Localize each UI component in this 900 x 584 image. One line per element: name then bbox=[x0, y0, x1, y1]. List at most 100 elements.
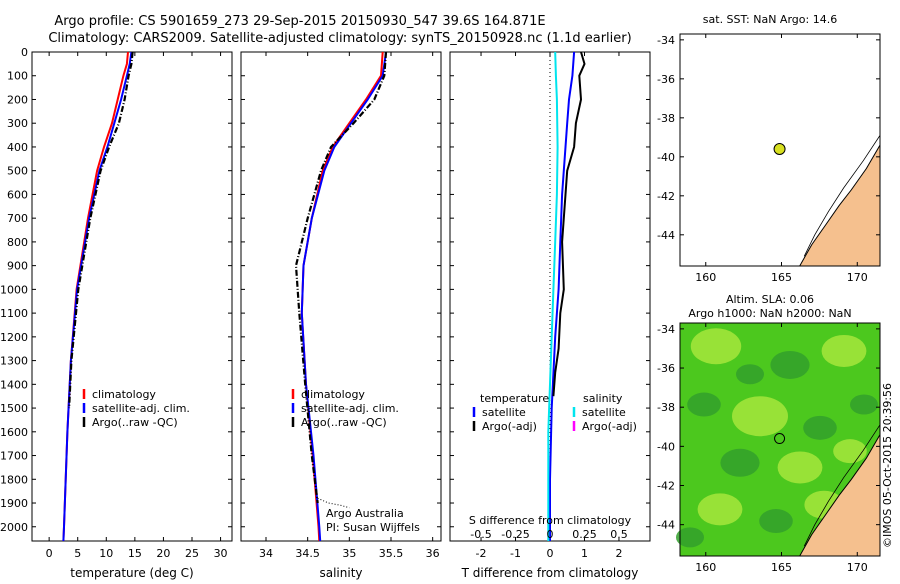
map-y-tick-label: -40 bbox=[657, 440, 675, 453]
series-line-temperature-argo-adj- bbox=[552, 51, 586, 397]
legend-label: Argo(..raw -QC) bbox=[301, 416, 387, 429]
x-tick-label: 30 bbox=[214, 547, 228, 560]
sla-anomaly-blob bbox=[697, 493, 743, 526]
x-tick-label: 0 bbox=[46, 547, 53, 560]
x-tick-label: 36 bbox=[426, 547, 440, 560]
x-tick-label: 34 bbox=[259, 547, 273, 560]
sla-anomaly-blob bbox=[687, 392, 721, 417]
series-line-argo-raw-qc- bbox=[294, 51, 388, 504]
sla-anomaly-blob bbox=[770, 350, 810, 379]
map-y-tick-label: -38 bbox=[657, 112, 675, 125]
legend-label: climatology bbox=[301, 388, 365, 401]
depth-tick-label: 1900 bbox=[0, 497, 28, 510]
map-frame bbox=[679, 33, 881, 267]
plot-frame bbox=[240, 51, 442, 542]
figure-title-line2: Climatology: CARS2009. Satellite-adjuste… bbox=[48, 31, 631, 46]
x-tick-label: 0 bbox=[547, 547, 554, 560]
depth-tick-label: 500 bbox=[7, 165, 28, 178]
depth-tick-label: 800 bbox=[7, 236, 28, 249]
legend-label: satellite bbox=[482, 406, 526, 419]
secondary-tick-label: 0.25 bbox=[572, 528, 597, 541]
secondary-tick-label: -0.5 bbox=[470, 528, 491, 541]
depth-tick-label: 1800 bbox=[0, 473, 28, 486]
map-x-tick-label: 160 bbox=[695, 561, 716, 574]
depth-tick-label: 300 bbox=[7, 117, 28, 130]
sla-anomaly-blob bbox=[720, 448, 760, 477]
x-tick-label: 25 bbox=[185, 547, 199, 560]
secondary-tick-label: 0.5 bbox=[610, 528, 628, 541]
sla-anomaly-blob bbox=[676, 527, 704, 548]
x-tick-label: 20 bbox=[156, 547, 170, 560]
map-y-tick-label: -44 bbox=[657, 229, 675, 242]
map-title: sat. SST: NaN Argo: 14.6 bbox=[703, 13, 837, 26]
sla-anomaly-blob bbox=[850, 394, 878, 415]
legend-label: climatology bbox=[92, 388, 156, 401]
legend-label: Argo(-adj) bbox=[482, 420, 537, 433]
series-line-argo-raw-qc- bbox=[68, 51, 134, 409]
bathymetry-contour bbox=[803, 135, 881, 257]
sla-anomaly-blob bbox=[732, 396, 788, 437]
depth-tick-label: 1700 bbox=[0, 450, 28, 463]
x-tick-label: 10 bbox=[99, 547, 113, 560]
series-line-temperature-satellite bbox=[549, 51, 576, 541]
x-tick-label: 5 bbox=[74, 547, 81, 560]
x-tick-label: 34.5 bbox=[295, 547, 320, 560]
map-title-line1: Altim. SLA: 0.06 bbox=[726, 293, 814, 306]
depth-tick-label: 600 bbox=[7, 188, 28, 201]
legend-label: satellite-adj. clim. bbox=[92, 402, 190, 415]
salinity-panel: 34 34.5 35 35.5 36 salinity climatologysatelli… bbox=[240, 51, 442, 580]
annotation-leader bbox=[317, 497, 350, 509]
secondary-tick-label: 0 bbox=[547, 528, 554, 541]
temperature-panel: 0100200300400500600700800900100011001200… bbox=[0, 46, 233, 580]
depth-tick-label: 700 bbox=[7, 212, 28, 225]
series-line-satellite-adj-clim- bbox=[62, 51, 133, 542]
legend-heading: temperature bbox=[480, 392, 549, 405]
imos-timestamp: ©IMOS 05-Oct-2015 20:39:56 bbox=[881, 383, 894, 548]
depth-tick-label: 1000 bbox=[0, 283, 28, 296]
depth-tick-label: 1100 bbox=[0, 307, 28, 320]
sla-anomaly-blob bbox=[690, 328, 742, 365]
legend-label: satellite bbox=[582, 406, 626, 419]
depth-tick-label: 1400 bbox=[0, 378, 28, 391]
x-tick-label: 35 bbox=[342, 547, 356, 560]
sla-map: 160 165 170 -34 -36 -38 -40 -42 -44 Altim. SLA: 0… bbox=[657, 293, 881, 574]
difference-panel: -2 -1 0 1 2 T difference from climatology temp… bbox=[449, 51, 651, 580]
legend-label: satellite-adj. clim. bbox=[301, 402, 399, 415]
sla-anomaly-blob bbox=[736, 364, 764, 385]
depth-tick-label: 1500 bbox=[0, 402, 28, 415]
x-tick-label: 35.5 bbox=[379, 547, 404, 560]
depth-tick-label: 100 bbox=[7, 70, 28, 83]
x-axis-label: temperature (deg C) bbox=[70, 566, 193, 580]
legend-label: Argo(-adj) bbox=[582, 420, 637, 433]
annotation-text: Argo Australia bbox=[326, 507, 404, 520]
sla-anomaly-blob bbox=[777, 451, 823, 484]
profile-location-marker bbox=[773, 143, 786, 156]
x-tick-label: 1 bbox=[581, 547, 588, 560]
map-y-tick-label: -36 bbox=[657, 73, 675, 86]
sla-anomaly-blob bbox=[821, 334, 867, 367]
x-axis-label: salinity bbox=[319, 566, 362, 580]
secondary-axis-label: S difference from climatology bbox=[469, 514, 632, 527]
x-tick-label: -2 bbox=[476, 547, 487, 560]
bathymetry-contour bbox=[803, 424, 881, 547]
x-axis-label: T difference from climatology bbox=[461, 566, 639, 580]
map-y-tick-label: -34 bbox=[657, 34, 675, 47]
depth-tick-label: 400 bbox=[7, 141, 28, 154]
map-y-tick-label: -38 bbox=[657, 401, 675, 414]
x-tick-label: -1 bbox=[510, 547, 521, 560]
map-y-tick-label: -42 bbox=[657, 190, 675, 203]
map-y-tick-label: -36 bbox=[657, 362, 675, 375]
map-x-tick-label: 165 bbox=[771, 561, 792, 574]
profile-location-marker bbox=[774, 433, 786, 445]
x-tick-label: 2 bbox=[615, 547, 622, 560]
map-y-tick-label: -42 bbox=[657, 480, 675, 493]
annotation-text: PI: Susan Wijffels bbox=[326, 521, 420, 534]
x-tick-label: 15 bbox=[128, 547, 142, 560]
sst-map: 160 165 170 -34 -36 -38 -40 -42 -44 sat. SST: NaN… bbox=[657, 13, 881, 284]
sla-anomaly-blob bbox=[803, 415, 837, 440]
depth-tick-label: 1600 bbox=[0, 426, 28, 439]
depth-tick-label: 900 bbox=[7, 260, 28, 273]
legend-heading: salinity bbox=[583, 392, 623, 405]
